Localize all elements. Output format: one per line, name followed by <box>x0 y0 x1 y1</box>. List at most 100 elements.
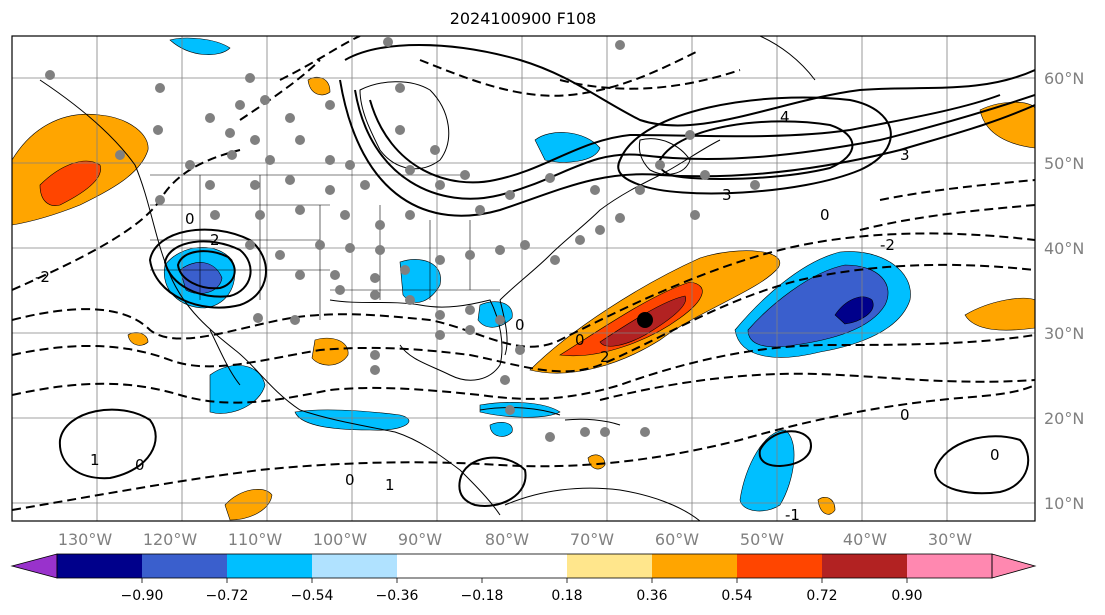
field-tropic-warm <box>224 488 273 521</box>
map-panel: 0 4 3 3 0 0 0 -2 -2 1 1 0 0 0 0 -1 2 2 <box>12 36 1035 524</box>
lat-label: 20°N <box>1044 409 1084 428</box>
contour-solid-low-2 <box>163 240 252 298</box>
coast-cuba <box>479 407 561 416</box>
lon-label: 90°W <box>398 530 442 549</box>
contours-dashed <box>12 36 1035 511</box>
coast-hispaniola <box>564 418 621 426</box>
contour-solid-pacific-ring <box>58 408 157 480</box>
map-frame <box>11 35 1036 522</box>
field-atlantic-cold-core <box>834 296 874 325</box>
coast-baja <box>209 329 241 386</box>
coast-greenland <box>759 36 816 81</box>
contour-label: 1 <box>385 476 395 494</box>
colorbar-segment <box>652 554 737 578</box>
lon-label: 70°W <box>570 530 614 549</box>
contour-solid-carib-ring <box>458 456 527 507</box>
field-atlantic-warm-mid <box>559 281 703 357</box>
contour-solid-low-1 <box>148 228 267 309</box>
lat-label: 10°N <box>1044 494 1084 513</box>
lat-label: 30°N <box>1044 324 1084 343</box>
contour-label: 0 <box>575 331 585 349</box>
lon-label: 130°W <box>58 530 113 549</box>
field-tropic-cold <box>739 429 795 512</box>
contour-solid-north-2 <box>339 79 1035 217</box>
field-east-atlantic-warm2 <box>964 297 1035 331</box>
coast-north-america-west <box>39 79 501 516</box>
colorbar: −0.90 −0.72 −0.54 −0.36 −0.18 0.18 0.36 … <box>10 553 1037 604</box>
contour-label: -1 <box>785 506 800 524</box>
contour-label: 1 <box>90 451 100 469</box>
contour-solid-tropic-ring <box>933 435 1030 495</box>
contour-solid-ring-2 <box>657 120 854 181</box>
colorbar-tick-label: 0.18 <box>551 588 582 604</box>
colorbar-tick-label: −0.90 <box>121 588 164 604</box>
contour-label-group: 0 4 3 3 0 0 0 -2 -2 1 1 0 0 0 0 -1 2 2 <box>35 108 1000 524</box>
coast-us-east <box>499 139 721 301</box>
contour-label: 0 <box>990 446 1000 464</box>
coast-hudson <box>359 81 450 170</box>
colorbar-tick-label: −0.54 <box>291 588 334 604</box>
contour-solid-cold-ring <box>758 430 812 468</box>
lon-label: 30°W <box>928 530 972 549</box>
colorbar-segment <box>737 554 822 578</box>
field-atlantic-cold-mid <box>747 264 889 348</box>
contour-solid-north-3 <box>354 89 1035 200</box>
colorbar-tick-label: −0.18 <box>461 588 504 604</box>
field-cold-small1 <box>169 37 231 56</box>
contour-label: -2 <box>35 268 50 286</box>
lat-label: 40°N <box>1044 239 1084 258</box>
colorbar-extend-high <box>991 553 1037 579</box>
field-carib-cold <box>479 402 561 418</box>
contour-label: 3 <box>900 146 910 164</box>
lon-label: 80°W <box>485 530 529 549</box>
contour-solid-north-1 <box>344 44 1035 127</box>
field-mexico-warm <box>311 337 349 366</box>
colorbar-tick-label: 0.36 <box>636 588 667 604</box>
field-east-atlantic-warm <box>979 101 1035 149</box>
map-title: 2024100900 F108 <box>449 9 597 28</box>
contour-label: 0 <box>185 210 195 228</box>
coast-florida <box>499 299 508 356</box>
colorbar-segment <box>907 554 992 578</box>
field-warm-small1 <box>587 454 606 470</box>
colorbar-segment <box>397 554 482 578</box>
colorbar-segment <box>142 554 227 578</box>
colorbar-segment <box>57 554 142 578</box>
storm-center-marker <box>637 312 653 328</box>
contour-solid-north-4 <box>369 94 1001 184</box>
field-carib-cold2 <box>489 422 513 437</box>
contour-label: 0 <box>900 406 910 424</box>
contour-label: -2 <box>880 236 895 254</box>
colorbar-segment <box>312 554 397 578</box>
contour-label: 0 <box>820 206 830 224</box>
field-warm-small4 <box>307 77 331 96</box>
contour-label: 0 <box>515 316 525 334</box>
colorbar-tick-label: 0.72 <box>806 588 837 604</box>
colorbar-extend-low <box>10 553 58 579</box>
colorbar-segment <box>567 554 652 578</box>
contour-label: 4 <box>780 108 790 126</box>
contour-label: 2 <box>210 231 220 249</box>
lon-label: 100°W <box>313 530 368 549</box>
contour-label: 2 <box>600 348 610 366</box>
contour-solid-low-3 <box>176 250 236 290</box>
contours <box>58 44 1035 507</box>
lon-label: 40°W <box>843 530 887 549</box>
colorbar-segment <box>482 554 567 578</box>
latitude-axis: 60°N 50°N 40°N 30°N 20°N 10°N <box>1044 69 1084 513</box>
colorbar-tick-label: −0.36 <box>376 588 419 604</box>
station-dots <box>45 37 760 442</box>
colorbar-segment <box>822 554 907 578</box>
longitude-axis: 130°W 120°W 110°W 100°W 90°W 80°W 70°W 6… <box>58 530 972 549</box>
field-labrador-cold <box>534 132 601 163</box>
contour-label: 0 <box>345 471 355 489</box>
lon-label: 120°W <box>143 530 198 549</box>
colorbar-tick-label: 0.90 <box>891 588 922 604</box>
field-warm-small2 <box>817 497 836 515</box>
field-pacific-nw-core <box>39 160 101 206</box>
lat-label: 60°N <box>1044 69 1084 88</box>
lat-label: 50°N <box>1044 154 1084 173</box>
lon-label: 110°W <box>228 530 283 549</box>
colorbar-tick-label: 0.54 <box>721 588 752 604</box>
